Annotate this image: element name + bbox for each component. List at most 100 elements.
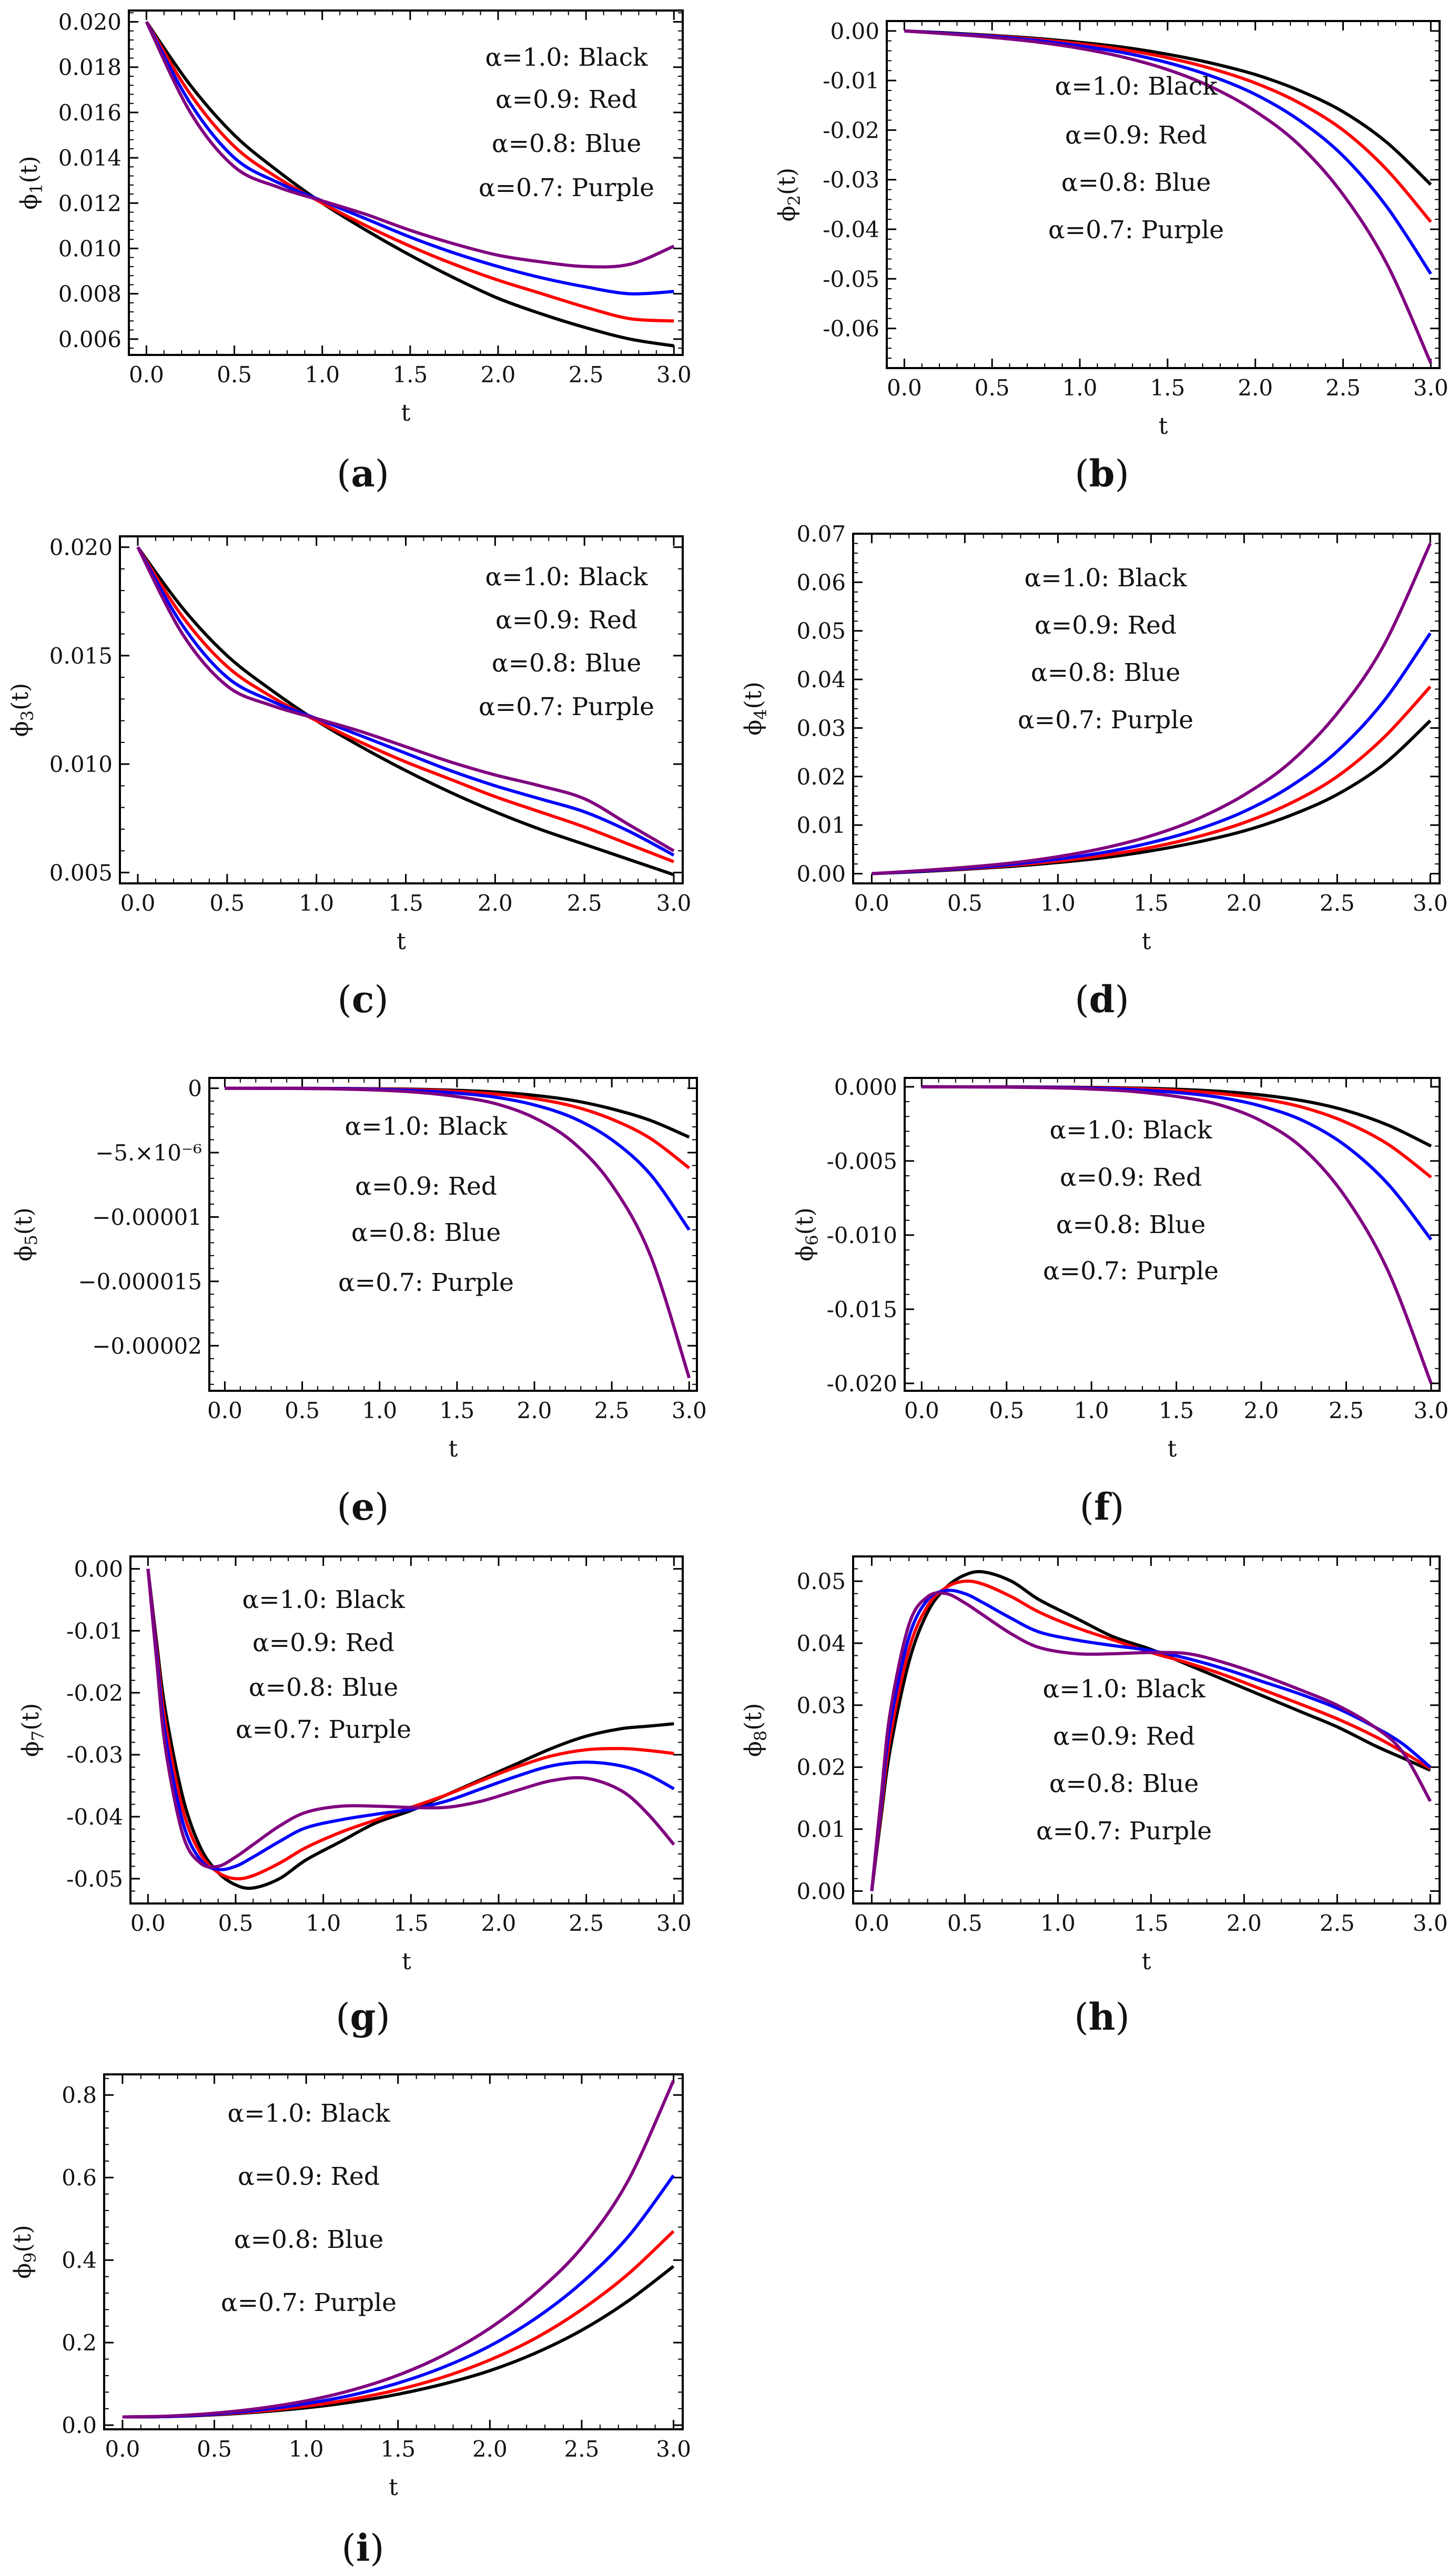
series-line-4: [872, 543, 1432, 875]
plot-frame: [128, 9, 684, 356]
y-tick-label: -0.02: [823, 117, 879, 143]
x-tick-label: 0.5: [989, 1398, 1024, 1423]
x-tick-label: 3.0: [656, 1910, 692, 1936]
legend-entry: α=0.8: Blue: [492, 649, 641, 678]
x-tick-label: 2.0: [1227, 890, 1262, 916]
y-tick-label: −0.00001: [92, 1204, 202, 1230]
y-tick-label: -0.01: [66, 1618, 123, 1644]
x-tick-label: 3.0: [1413, 375, 1448, 401]
x-tick-label: 2.0: [481, 1910, 517, 1936]
y-axis-label: ϕ3(t): [7, 683, 37, 737]
x-tick-label: 2.0: [1244, 1398, 1279, 1423]
x-tick-label: 0.5: [218, 1910, 254, 1936]
x-tick-label: 1.0: [1062, 375, 1098, 401]
x-tick-label: 2.5: [1329, 1398, 1364, 1423]
legend-entry: α=0.9: Red: [495, 606, 637, 635]
x-tick-label: 1.0: [299, 890, 334, 916]
series-line-1: [904, 29, 1432, 186]
series-line-4: [122, 2080, 675, 2419]
panel-caption: (e): [337, 1485, 389, 1529]
x-tick-label: 0.0: [904, 1398, 939, 1423]
legend-entry: α=0.7: Purple: [1036, 1817, 1212, 1846]
y-tick-label: 0.00: [74, 1556, 123, 1582]
panel-caption: (a): [337, 452, 389, 495]
legend-entry: α=0.9: Red: [495, 85, 637, 114]
x-tick-label: 2.0: [472, 2436, 508, 2462]
y-axis-label: ϕ8(t): [740, 1703, 771, 1757]
x-tick-label: 2.5: [564, 2436, 600, 2462]
x-tick-label: 1.5: [392, 362, 428, 388]
series-line-4: [225, 1086, 691, 1379]
x-tick-label: 2.5: [569, 362, 604, 388]
legend-entry: α=1.0: Black: [227, 2099, 390, 2128]
series-line-2: [146, 1569, 674, 1881]
x-tick-label: 1.5: [388, 890, 423, 916]
x-tick-label: 0.5: [197, 2436, 232, 2462]
plot-frame: [103, 2073, 684, 2430]
y-tick-label: 0.03: [796, 715, 846, 741]
x-tick-label: 3.0: [656, 362, 692, 388]
x-tick-label: 2.5: [567, 890, 602, 916]
x-axis-label: t: [389, 2474, 398, 2501]
panel-caption: (c): [337, 978, 388, 1021]
y-tick-label: -0.05: [823, 266, 879, 292]
series-line-1: [136, 546, 674, 877]
y-tick-label: 0.07: [796, 521, 846, 547]
x-tick-label: 0.0: [854, 890, 889, 916]
y-tick-label: 0.05: [796, 1569, 846, 1594]
plot-frame: [119, 535, 684, 884]
y-tick-label: 0.6: [62, 2165, 97, 2191]
x-tick-label: 1.5: [1159, 1398, 1194, 1423]
x-tick-label: 0.5: [217, 362, 252, 388]
x-tick-label: 1.0: [305, 362, 340, 388]
legend-entry: α=0.8: Blue: [351, 1218, 501, 1247]
y-axis-label: ϕ1(t): [16, 156, 46, 209]
x-tick-label: 0.5: [947, 890, 983, 916]
panel-c: 0.0 0.5 1.0 1.5 2.0 2.5 3.0 0.005 0.010 0.015 0.02…: [7, 535, 691, 1021]
x-tick-label: 1.0: [289, 2436, 324, 2462]
y-tick-label: -0.03: [823, 167, 879, 193]
x-tick-label: 1.5: [393, 1910, 429, 1936]
legend-entry: α=0.7: Purple: [479, 174, 654, 202]
x-axis-label: t: [1142, 928, 1151, 955]
x-tick-label: 1.0: [306, 1910, 341, 1936]
series-line-3: [145, 21, 674, 296]
x-axis-label: t: [449, 1435, 458, 1462]
y-tick-label: 0.000: [834, 1074, 897, 1100]
legend-entry: α=0.8: Blue: [1049, 1769, 1199, 1798]
legend-entry: α=0.7: Purple: [479, 693, 654, 721]
series-line-4: [145, 21, 675, 269]
series-line-3: [122, 2174, 675, 2419]
panel-e: 0.0 0.5 1.0 1.5 2.0 2.5 3.0 0 −5.×10⁻⁶ −0.00001 −0…: [11, 1076, 707, 1529]
legend-entry: α=1.0: Black: [1055, 72, 1218, 101]
legend-entry: α=0.9: Red: [1035, 611, 1177, 640]
panel-i: 0.0 0.5 1.0 1.5 2.0 2.5 3.0 0.0 0.2 0.4 0.6 0.8 t ϕ9(…: [9, 2073, 691, 2570]
series-line-4: [870, 1591, 1432, 1891]
y-axis-label: ϕ5(t): [11, 1207, 41, 1261]
y-tick-label: 0.015: [49, 643, 113, 669]
panel-caption: (f): [1080, 1485, 1125, 1529]
y-tick-label: -0.015: [827, 1297, 897, 1322]
y-tick-label: 0.01: [796, 1817, 846, 1842]
y-tick-label: -0.06: [823, 316, 879, 342]
series-line-1: [146, 1569, 674, 1890]
y-tick-label: 0.00: [830, 18, 879, 44]
y-axis-label: ϕ9(t): [9, 2225, 40, 2278]
y-tick-label: -0.02: [66, 1680, 123, 1706]
series-line-1: [145, 21, 674, 348]
legend-entry: α=0.7: Purple: [1048, 216, 1224, 245]
panel-a: 0.0 0.5 1.0 1.5 2.0 2.5 3.0 0.006 0.008 0.010 0.01…: [16, 9, 692, 495]
y-tick-label: 0.02: [796, 764, 846, 790]
x-tick-label: 2.0: [478, 890, 513, 916]
x-tick-label: 0.0: [130, 1910, 166, 1936]
series-line-4: [146, 1569, 675, 1869]
x-tick-label: 1.0: [362, 1398, 397, 1423]
y-tick-label: -0.01: [823, 68, 879, 94]
legend-entry: α=1.0: Black: [485, 43, 648, 72]
x-tick-label: 0.0: [120, 890, 156, 916]
y-tick-label: -0.05: [66, 1866, 123, 1892]
y-tick-label: −0.000015: [78, 1269, 202, 1295]
y-tick-label: -0.04: [66, 1804, 123, 1830]
x-tick-label: 2.0: [1238, 375, 1273, 401]
y-tick-label: 0.020: [58, 9, 121, 35]
